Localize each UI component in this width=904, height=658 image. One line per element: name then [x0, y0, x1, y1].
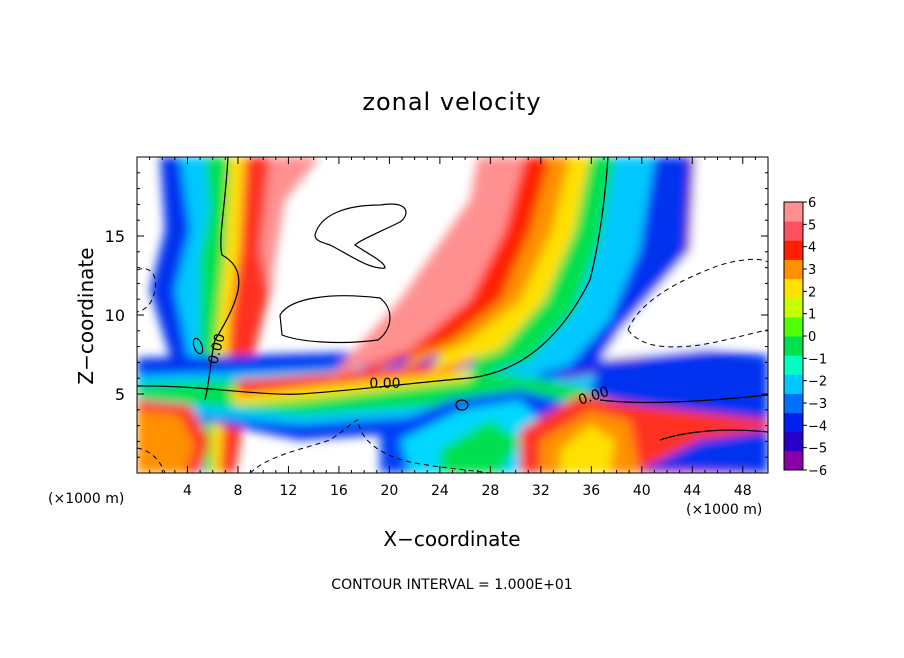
x-tick-label: 40	[633, 483, 651, 499]
field-band	[330, 157, 525, 378]
colorbar-swatch	[784, 450, 803, 471]
x-tick-label: 24	[431, 483, 449, 499]
negative-contours	[137, 258, 768, 473]
field-band	[560, 425, 615, 473]
field-band	[600, 157, 768, 360]
x-tick-label: 32	[532, 483, 550, 499]
colorbar-swatch	[784, 259, 803, 280]
y-tick-label: 10	[105, 306, 125, 325]
colorbar-swatch	[784, 336, 803, 356]
contour-line	[627, 258, 768, 331]
colorbar-tick-label: 5	[808, 218, 816, 233]
colorbar-tick-label: −2	[808, 375, 827, 390]
field-band	[230, 368, 500, 405]
contour-interval-note: CONTOUR INTERVAL = 1.000E+01	[331, 577, 573, 593]
x-unit-label-left: (×1000 m)	[48, 491, 125, 507]
colorbar: 6 5 4 3 2 1 0 −1 −2 −3 −4 −5 −6	[783, 196, 827, 479]
x-tick-label: 44	[683, 483, 701, 499]
contour-line	[249, 419, 491, 473]
colorbar-swatch	[784, 374, 803, 394]
colorbar-swatch	[784, 240, 803, 260]
contour-line	[599, 394, 768, 404]
colorbar-tick-label: −4	[808, 419, 827, 434]
x-axis-label: X−coordinate	[383, 527, 521, 551]
contour-line	[659, 429, 768, 441]
x-tick-label: 28	[481, 483, 499, 499]
x-tick-label: 12	[280, 483, 298, 499]
colorbar-swatch	[784, 221, 803, 241]
contour-line	[627, 329, 768, 348]
contour-label: 0.00	[369, 376, 400, 392]
contour-line	[192, 337, 204, 355]
colorbar-tick-label: 1	[808, 308, 816, 323]
y-axis: 5 10 15	[105, 172, 768, 458]
colorbar-tick-label: 3	[808, 263, 816, 278]
contour-label: 0.00	[205, 332, 229, 366]
contour-line	[137, 268, 157, 313]
velocity-field: 0.000.000.00	[137, 157, 768, 473]
x-tick-label: 48	[734, 483, 752, 499]
chart-title: zonal velocity	[362, 88, 542, 116]
colorbar-swatch	[784, 393, 803, 414]
colorbar-tick-label: −3	[808, 397, 827, 412]
contour-line	[137, 157, 609, 395]
contour-line	[455, 399, 469, 411]
colorbar-swatch	[784, 412, 803, 433]
x-unit-label-right: (×1000 m)	[686, 502, 763, 518]
x-tick-label: 16	[330, 483, 348, 499]
contour-lines	[137, 157, 768, 441]
contour-line	[279, 295, 391, 344]
x-tick-label: 4	[183, 483, 192, 499]
x-tick-label: 20	[380, 483, 398, 499]
colorbar-tick-label: −1	[808, 352, 827, 367]
contour-line	[314, 203, 407, 269]
field-band	[640, 430, 768, 473]
colorbar-swatch	[784, 355, 803, 375]
colorbar-tick-label: −6	[808, 464, 827, 479]
colorbar-swatch	[784, 316, 803, 337]
colorbar-swatch	[784, 297, 803, 318]
contour-line	[137, 447, 166, 473]
colorbar-tick-label: 6	[808, 196, 816, 211]
field-band	[235, 360, 480, 395]
colorbar-swatch	[784, 278, 803, 299]
field-band	[440, 420, 520, 473]
x-tick-label: 36	[582, 483, 600, 499]
colorbar-tick-label: −5	[808, 442, 827, 457]
colorbar-swatch	[784, 431, 803, 452]
x-axis: 4 8 12 16 20 24 28 32 36 40 44 48	[149, 157, 756, 499]
colorbar-tick-label: 4	[808, 241, 816, 256]
y-axis-label: Z−coordinate	[74, 247, 98, 385]
field-band	[137, 410, 195, 473]
colorbar-tick-label: 2	[808, 285, 816, 300]
contour-line	[204, 157, 240, 401]
field-band	[590, 355, 768, 408]
y-tick-label: 15	[105, 227, 125, 246]
x-tick-label: 8	[233, 483, 242, 499]
y-tick-label: 5	[115, 385, 125, 404]
colorbar-swatch	[784, 202, 803, 222]
colorbar-tick-label: 0	[808, 330, 816, 345]
field-band	[260, 157, 320, 300]
